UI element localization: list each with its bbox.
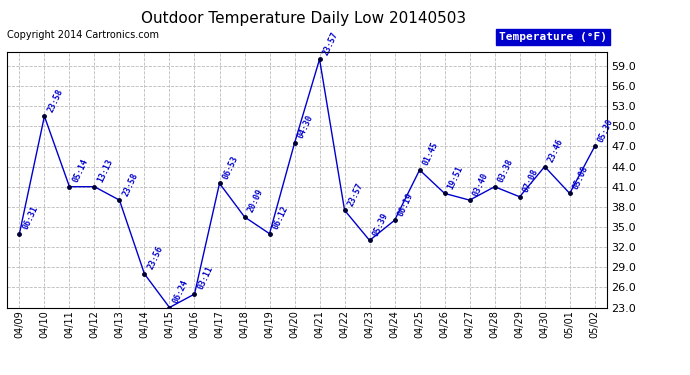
Text: 06:12: 06:12	[271, 204, 290, 231]
Text: 01:45: 01:45	[421, 141, 440, 167]
Text: 07:08: 07:08	[521, 168, 540, 194]
Text: 23:57: 23:57	[346, 181, 365, 207]
Text: Outdoor Temperature Daily Low 20140503: Outdoor Temperature Daily Low 20140503	[141, 11, 466, 26]
Text: 23:57: 23:57	[321, 30, 339, 56]
Text: 23:58: 23:58	[46, 87, 65, 114]
Text: 03:11: 03:11	[196, 265, 215, 291]
Text: 06:19: 06:19	[396, 191, 415, 217]
Text: 19:51: 19:51	[446, 164, 465, 190]
Text: Copyright 2014 Cartronics.com: Copyright 2014 Cartronics.com	[7, 30, 159, 40]
Text: 05:30: 05:30	[596, 117, 615, 144]
Text: 03:38: 03:38	[496, 158, 515, 184]
Text: 23:58: 23:58	[121, 171, 139, 197]
Text: Temperature (°F): Temperature (°F)	[499, 32, 607, 42]
Text: 04:30: 04:30	[296, 114, 315, 140]
Text: 23:46: 23:46	[546, 137, 565, 164]
Text: 05:39: 05:39	[371, 211, 390, 238]
Text: 06:31: 06:31	[21, 204, 39, 231]
Text: 06:24: 06:24	[171, 278, 190, 305]
Text: 05:08: 05:08	[571, 164, 590, 190]
Text: 20:09: 20:09	[246, 188, 265, 214]
Text: 23:56: 23:56	[146, 245, 165, 271]
Text: 05:14: 05:14	[71, 158, 90, 184]
Text: 13:13: 13:13	[96, 158, 115, 184]
Text: 03:40: 03:40	[471, 171, 490, 197]
Text: 06:53: 06:53	[221, 154, 239, 181]
